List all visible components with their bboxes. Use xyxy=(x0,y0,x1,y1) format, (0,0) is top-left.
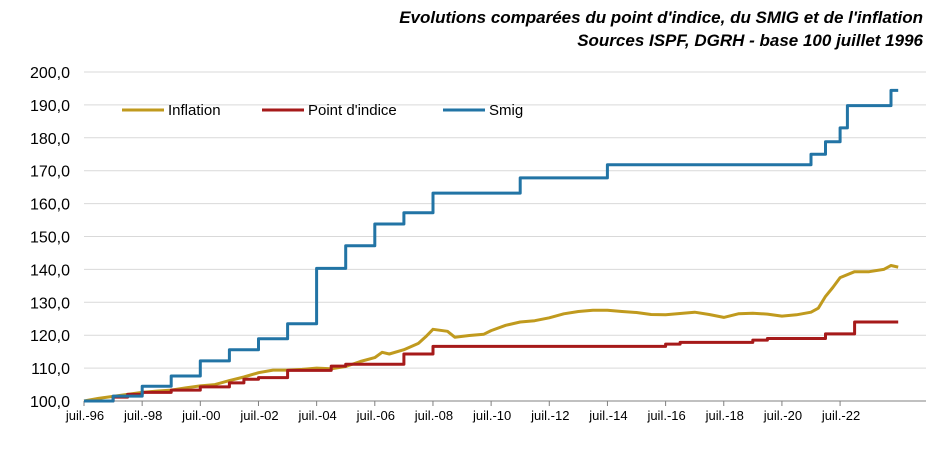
series-lines xyxy=(83,88,899,403)
y-tick-label: 180,0 xyxy=(30,131,70,148)
x-tick-label: juil.-14 xyxy=(588,408,627,423)
y-tick-label: 140,0 xyxy=(30,262,70,279)
y-tick-label: 100,0 xyxy=(30,394,70,411)
y-tick-label: 200,0 xyxy=(30,65,70,82)
series-line-point-d-indice xyxy=(84,320,899,403)
y-tick-label: 160,0 xyxy=(30,197,70,214)
y-tick-label: 170,0 xyxy=(30,164,70,181)
y-axis: 100,0 110,0 120,0 130,0 140,0 150,0 160,0 170,0… xyxy=(30,65,70,411)
x-tick-label: juil.-08 xyxy=(414,408,453,423)
x-tick-label: juil.-00 xyxy=(181,408,220,423)
x-tick-label: juil.-22 xyxy=(821,408,860,423)
x-tick-label: juil.-18 xyxy=(705,408,744,423)
y-tick-label: 120,0 xyxy=(30,328,70,345)
series-line-smig xyxy=(84,88,899,403)
chart-title: Evolutions comparées du point d'indice, … xyxy=(399,8,923,27)
x-tick-label: juil.-02 xyxy=(239,408,278,423)
y-tick-label: 110,0 xyxy=(31,361,70,378)
x-tick-label: juil.-98 xyxy=(123,408,162,423)
legend-label-point-d-indice: Point d'indice xyxy=(308,102,397,119)
x-tick-label: juil.-16 xyxy=(646,408,685,423)
gridlines xyxy=(84,71,926,402)
y-tick-label: 130,0 xyxy=(30,295,70,312)
x-tick-label: juil.-10 xyxy=(472,408,511,423)
series-line-inflation xyxy=(83,264,899,403)
x-axis: juil.-96 juil.-98 juil.-00 juil.-02 juil.-04… xyxy=(65,400,926,423)
chart-subtitle: Sources ISPF, DGRH - base 100 juillet 19… xyxy=(577,31,923,50)
legend-label-smig: Smig xyxy=(489,102,523,119)
legend: Inflation Point d'indice Smig xyxy=(122,102,523,119)
x-tick-label: juil.-96 xyxy=(65,408,104,423)
x-tick-label: juil.-20 xyxy=(763,408,802,423)
x-tick-label: juil.-12 xyxy=(530,408,569,423)
x-tick-label: juil.-06 xyxy=(356,408,395,423)
y-tick-label: 150,0 xyxy=(30,230,70,247)
y-tick-label: 190,0 xyxy=(30,98,70,115)
legend-label-inflation: Inflation xyxy=(168,102,221,119)
x-tick-label: juil.-04 xyxy=(297,408,336,423)
